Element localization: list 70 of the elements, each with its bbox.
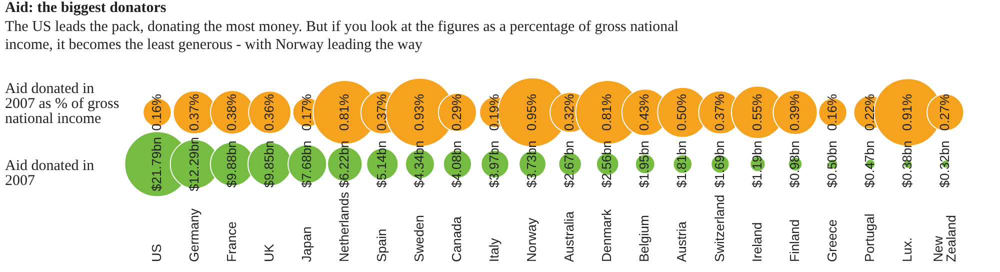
category-label: Norway bbox=[524, 217, 540, 262]
data-label: 0.29% bbox=[449, 93, 464, 131]
data-label: 0.22% bbox=[862, 93, 877, 131]
data-label: $1.95bn bbox=[636, 140, 652, 188]
category-label: Switzerland bbox=[712, 194, 727, 262]
data-label: 0.27% bbox=[936, 93, 952, 131]
data-label: 0.37% bbox=[186, 93, 202, 131]
data-label: 0.19% bbox=[486, 93, 502, 131]
data-label: $3.73bn bbox=[524, 140, 540, 188]
data-label: 0.81% bbox=[336, 93, 352, 131]
category-label: Netherlands bbox=[336, 191, 352, 262]
category-label: Portugal bbox=[862, 213, 877, 262]
data-label: 0.91% bbox=[899, 93, 914, 131]
category-label: Ireland bbox=[749, 222, 764, 262]
text: Aid: the biggest donators bbox=[5, 0, 166, 17]
data-label: 0.36% bbox=[261, 93, 276, 131]
data-label: 0.55% bbox=[749, 93, 764, 131]
data-label: $0.32bn bbox=[936, 140, 952, 188]
data-label: $1.69bn bbox=[712, 140, 727, 188]
category-label: Austria bbox=[674, 220, 690, 262]
data-label: $6.22bn bbox=[336, 140, 352, 188]
data-label: 0.93% bbox=[412, 93, 426, 131]
data-label: $4.08bn bbox=[449, 140, 464, 188]
text: Aid donated in 2007 bbox=[5, 158, 96, 189]
category-label: Greece bbox=[824, 219, 840, 262]
category-label: France bbox=[224, 222, 239, 262]
data-label: 0.37% bbox=[712, 93, 727, 131]
data-label: $7.68bn bbox=[298, 140, 314, 188]
data-label: $1.81bn bbox=[674, 140, 690, 188]
data-label: $9.88bn bbox=[224, 140, 239, 188]
category-label: Italy bbox=[486, 238, 502, 262]
text: The US leads the pack, donating the most money. But if you look at the figures as a percentage of gross national income, it becomes the least generous - with Norway leading the way bbox=[5, 18, 680, 54]
data-label: $0.47bn bbox=[862, 140, 877, 188]
data-label: $0.50bn bbox=[824, 140, 840, 188]
data-label: $2.56bn bbox=[599, 140, 614, 188]
data-label: 0.16% bbox=[824, 93, 840, 131]
category-label: New Zealand bbox=[930, 215, 958, 262]
category-label: Japan bbox=[298, 226, 314, 262]
data-label: 0.37% bbox=[374, 93, 389, 131]
data-label: 0.38% bbox=[224, 93, 239, 131]
data-label: $0.38bn bbox=[899, 140, 914, 188]
category-label: Australia bbox=[562, 210, 577, 262]
series-label: Aid donated in 2007 as % of gross national income bbox=[5, 80, 120, 126]
category-label: Spain bbox=[374, 228, 389, 262]
data-label: 0.43% bbox=[636, 93, 652, 131]
data-label: $21.79bn bbox=[148, 136, 164, 192]
data-label: 0.95% bbox=[524, 93, 540, 131]
data-label: 0.17% bbox=[298, 93, 314, 131]
data-label: 0.39% bbox=[786, 93, 802, 131]
category-label: Belgium bbox=[636, 215, 652, 262]
data-label: $2.67bn bbox=[562, 140, 577, 188]
data-label: $1.19bn bbox=[749, 140, 764, 188]
category-label: Sweden bbox=[412, 215, 426, 262]
category-label: Denmark bbox=[599, 208, 614, 262]
category-label: Canada bbox=[449, 216, 464, 262]
category-label: UK bbox=[261, 244, 276, 262]
data-label: 0.50% bbox=[674, 93, 690, 131]
category-label: Lux. bbox=[899, 237, 914, 262]
data-label: $4.34bn bbox=[412, 140, 426, 188]
data-label: 0.81% bbox=[599, 93, 614, 131]
category-label: Germany bbox=[186, 208, 202, 262]
data-label: $5.14bn bbox=[374, 140, 389, 188]
category-label: Finland bbox=[786, 219, 802, 262]
data-label: $0.98bn bbox=[786, 140, 802, 188]
category-label: US bbox=[148, 244, 164, 262]
data-label: $12.29bn bbox=[186, 136, 202, 192]
data-label: $9.85bn bbox=[261, 140, 276, 188]
data-label: 0.32% bbox=[562, 93, 577, 131]
data-label: 0.16% bbox=[148, 93, 164, 131]
data-label: $3.97bn bbox=[486, 140, 502, 188]
